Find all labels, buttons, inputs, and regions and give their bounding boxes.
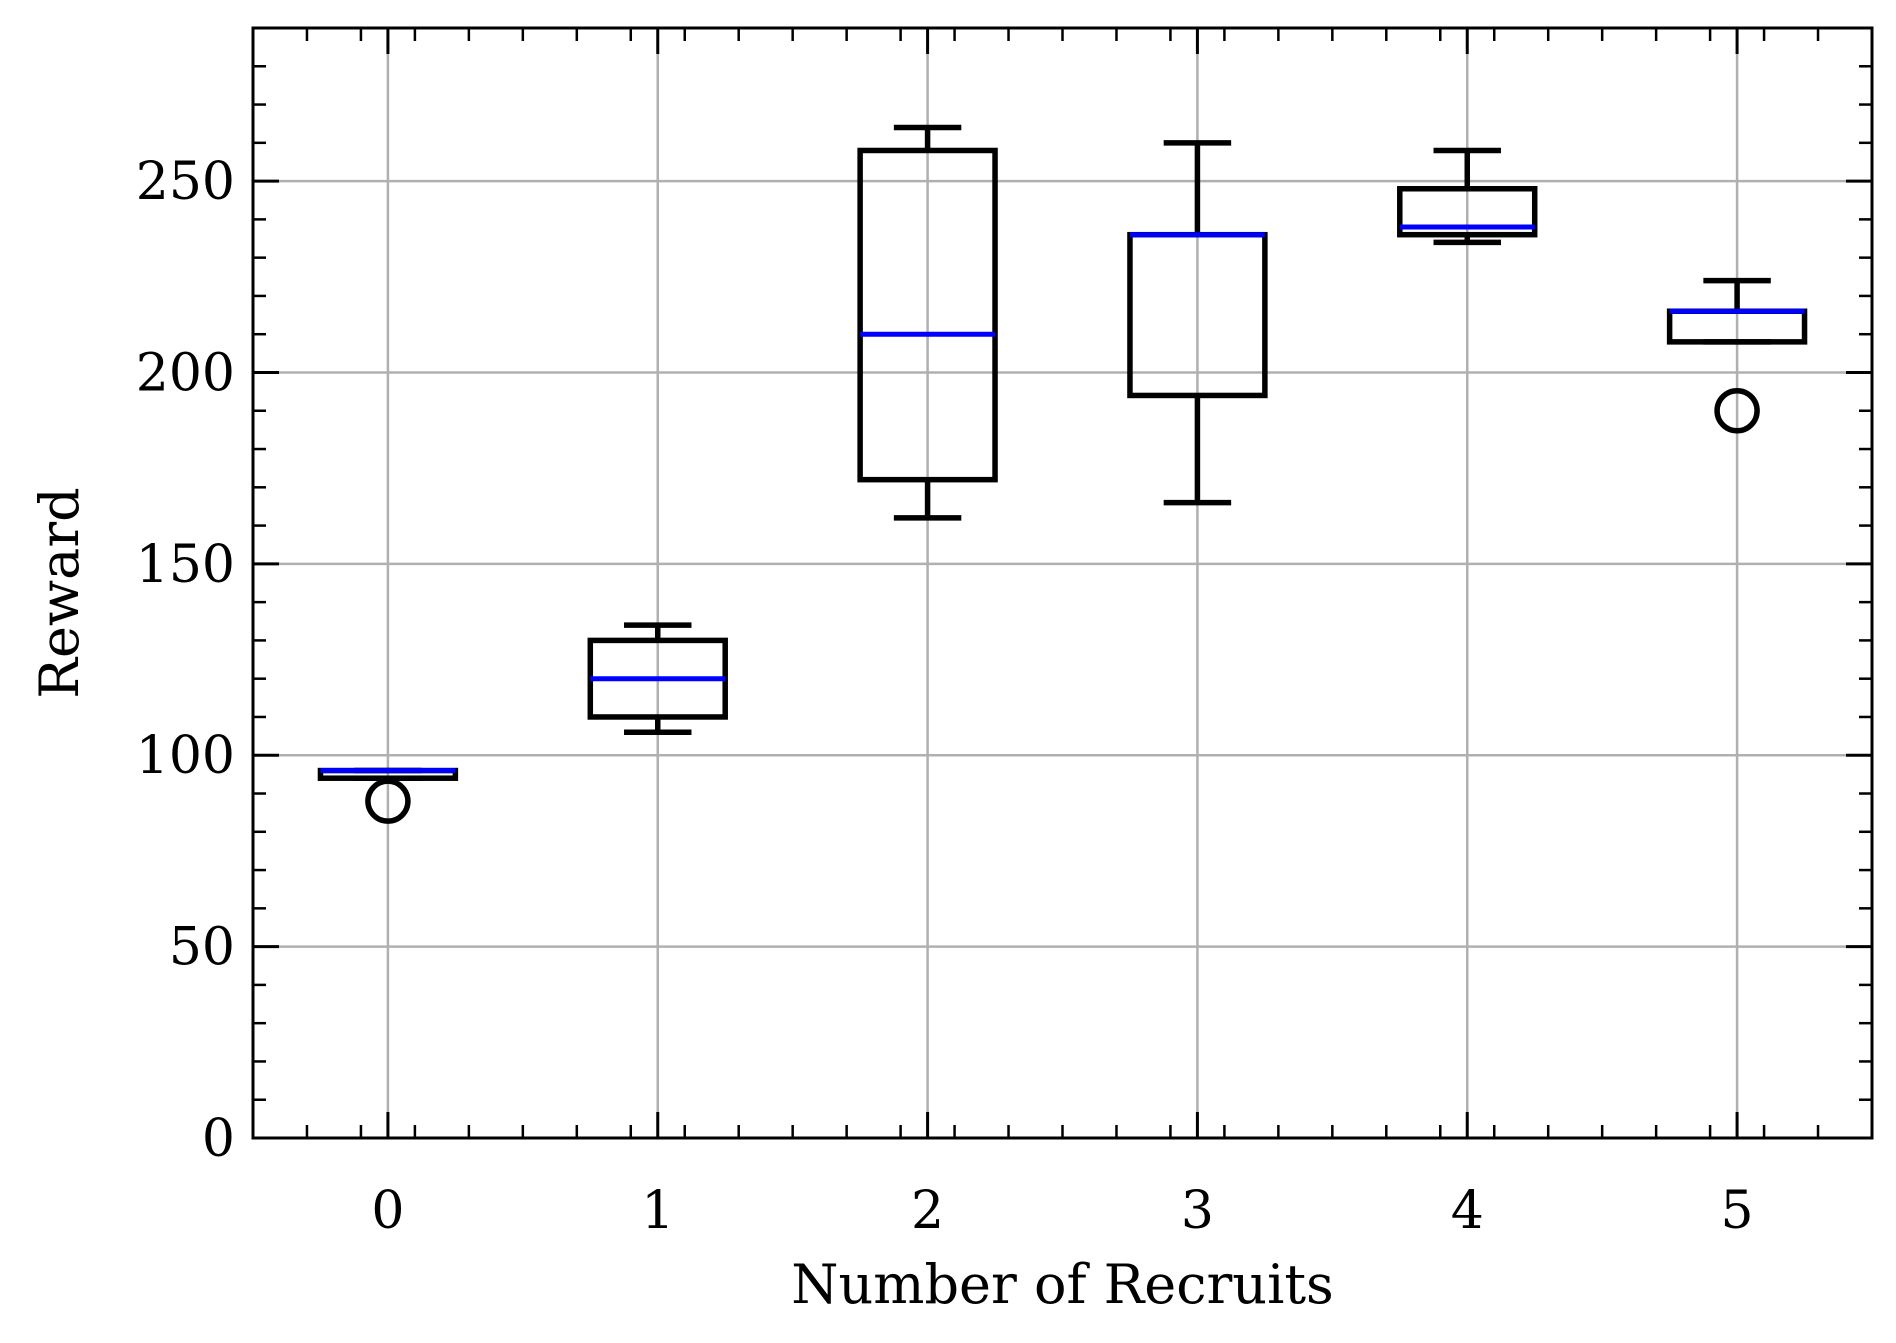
iqr-box [1397, 186, 1538, 238]
outlier-point [1714, 388, 1760, 434]
x-tick-label: 1 [641, 1181, 674, 1241]
box-group-0 [317, 767, 459, 824]
y-tick-label: 250 [136, 152, 235, 212]
iqr-box [857, 147, 998, 483]
y-tick-label: 200 [136, 343, 235, 403]
x-tick-label: 2 [911, 1181, 944, 1241]
plot-frame [251, 26, 1874, 1140]
y-tick-label: 150 [136, 535, 235, 595]
box-group-3 [1127, 140, 1268, 506]
x-tick-label: 3 [1181, 1181, 1214, 1241]
y-tick-label: 0 [202, 1109, 235, 1169]
grid-lines [253, 28, 1872, 1140]
box-group-5 [1666, 277, 1808, 434]
x-tick-label: 0 [371, 1181, 404, 1241]
x-tick-label: 5 [1721, 1181, 1754, 1241]
axis-ticks [251, 26, 1874, 1140]
x-axis-label: Number of Recruits [791, 1253, 1334, 1316]
y-tick-label: 50 [169, 918, 235, 978]
box-group-1 [587, 622, 728, 736]
y-tick-label: 100 [136, 726, 235, 786]
outlier-point [365, 778, 411, 824]
x-tick-label: 4 [1451, 1181, 1484, 1241]
box-series [317, 124, 1808, 824]
box-group-4 [1397, 147, 1538, 246]
y-axis-label: Reward [28, 487, 91, 698]
box-group-2 [857, 124, 998, 521]
